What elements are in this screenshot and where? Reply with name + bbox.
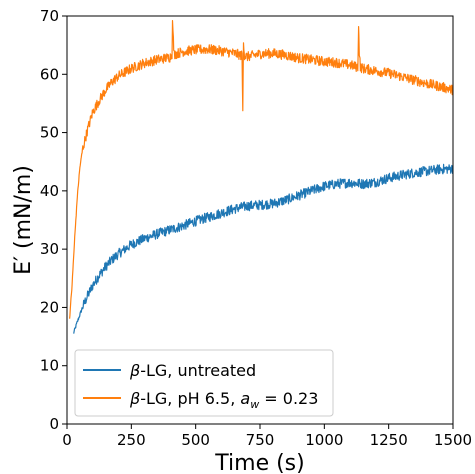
y-tick-label: 30 [40, 240, 59, 258]
y-tick-label: 0 [49, 415, 59, 433]
legend-label-treated: β-LG, pH 6.5, aw = 0.23 [129, 389, 318, 411]
x-tick-label: 0 [62, 431, 72, 449]
y-tick-label: 40 [40, 182, 59, 200]
y-axis-title: E′ (mN/m) [11, 165, 36, 275]
x-tick-label: 1000 [305, 431, 343, 449]
x-tick-label: 1250 [370, 431, 408, 449]
y-tick-label: 20 [40, 298, 59, 316]
x-tick-label: 250 [117, 431, 146, 449]
series-line-untreated [73, 163, 453, 334]
y-tick-label: 10 [40, 357, 59, 375]
x-axis: 0 250 500 750 1000 1250 1500 [62, 424, 472, 449]
x-axis-title: Time (s) [214, 451, 304, 474]
legend-box [74, 349, 334, 417]
legend: β-LG, untreated β-LG, pH 6.5, aw = 0.23 [74, 349, 334, 417]
series-line-treated [69, 20, 453, 319]
series-layer [69, 20, 453, 334]
y-axis: 0 10 20 30 40 50 60 70 [40, 7, 67, 433]
x-tick-label: 750 [246, 431, 275, 449]
y-tick-label: 70 [40, 7, 59, 25]
y-tick-label: 60 [40, 65, 59, 83]
x-tick-label: 1500 [434, 431, 472, 449]
x-tick-label: 500 [181, 431, 210, 449]
legend-label-untreated: β-LG, untreated [129, 361, 256, 380]
y-tick-label: 50 [40, 124, 59, 142]
